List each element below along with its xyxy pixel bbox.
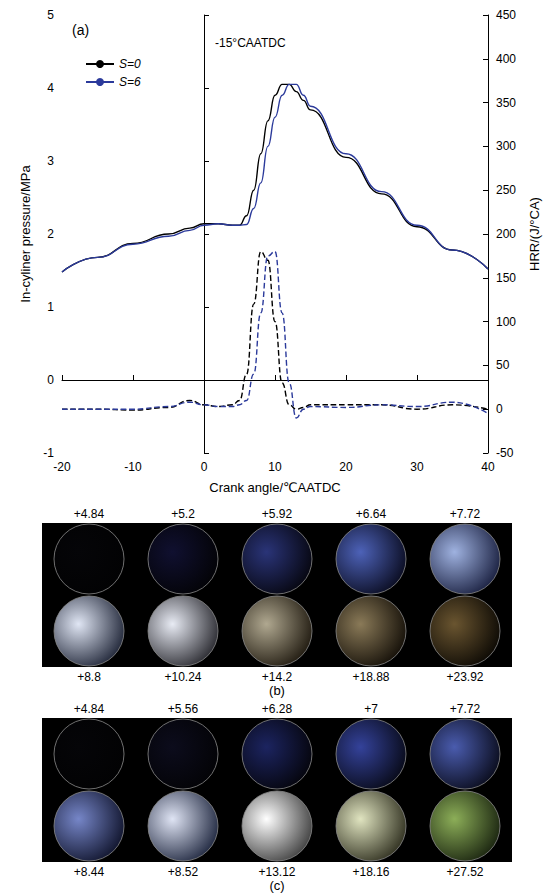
svg-text:300: 300 bbox=[496, 139, 516, 153]
svg-text:(a): (a) bbox=[72, 22, 89, 38]
svg-text:+8.52: +8.52 bbox=[168, 865, 199, 879]
svg-text:100: 100 bbox=[496, 315, 516, 329]
svg-text:+5.56: +5.56 bbox=[168, 702, 199, 716]
svg-text:200: 200 bbox=[496, 227, 516, 241]
svg-text:Crank angle/℃AATDC: Crank angle/℃AATDC bbox=[209, 480, 340, 495]
svg-text:30: 30 bbox=[410, 460, 424, 474]
svg-text:0: 0 bbox=[496, 402, 503, 416]
svg-text:+5.2: +5.2 bbox=[171, 507, 195, 521]
svg-text:+10.24: +10.24 bbox=[164, 670, 201, 684]
svg-text:50: 50 bbox=[496, 358, 510, 372]
svg-text:+23.92: +23.92 bbox=[446, 670, 483, 684]
svg-text:+18.88: +18.88 bbox=[352, 670, 389, 684]
svg-text:+7.72: +7.72 bbox=[450, 507, 481, 521]
svg-text:+8.44: +8.44 bbox=[74, 865, 105, 879]
svg-text:+4.84: +4.84 bbox=[74, 702, 105, 716]
svg-text:3: 3 bbox=[47, 154, 54, 168]
svg-text:-1: -1 bbox=[43, 446, 54, 460]
svg-text:-15°CAATDC: -15°CAATDC bbox=[215, 36, 286, 50]
svg-text:2: 2 bbox=[47, 227, 54, 241]
svg-text:+5.92: +5.92 bbox=[262, 507, 293, 521]
svg-text:S=6: S=6 bbox=[119, 75, 141, 89]
svg-text:(b): (b) bbox=[269, 683, 285, 698]
svg-text:150: 150 bbox=[496, 271, 516, 285]
svg-text:+13.12: +13.12 bbox=[258, 865, 295, 879]
svg-text:4: 4 bbox=[47, 81, 54, 95]
svg-text:HRR/(J/°CA): HRR/(J/°CA) bbox=[527, 197, 542, 271]
svg-text:+14.2: +14.2 bbox=[262, 670, 293, 684]
svg-text:350: 350 bbox=[496, 96, 516, 110]
svg-text:10: 10 bbox=[268, 460, 282, 474]
svg-text:40: 40 bbox=[481, 460, 495, 474]
svg-text:0: 0 bbox=[47, 373, 54, 387]
svg-text:-20: -20 bbox=[53, 460, 71, 474]
svg-text:+7.72: +7.72 bbox=[450, 702, 481, 716]
svg-text:450: 450 bbox=[496, 8, 516, 22]
svg-text:-50: -50 bbox=[496, 446, 514, 460]
svg-text:+8.8: +8.8 bbox=[77, 670, 101, 684]
svg-text:In-cyliner pressure/MPa: In-cyliner pressure/MPa bbox=[18, 165, 33, 303]
svg-text:S=0: S=0 bbox=[119, 57, 141, 71]
svg-text:-10: -10 bbox=[124, 460, 142, 474]
svg-text:+7: +7 bbox=[364, 702, 378, 716]
svg-text:20: 20 bbox=[339, 460, 353, 474]
svg-text:+27.52: +27.52 bbox=[446, 865, 483, 879]
svg-text:(c): (c) bbox=[269, 878, 284, 893]
svg-text:+6.28: +6.28 bbox=[262, 702, 293, 716]
svg-text:400: 400 bbox=[496, 52, 516, 66]
svg-text:1: 1 bbox=[47, 300, 54, 314]
svg-text:+18.16: +18.16 bbox=[352, 865, 389, 879]
svg-text:+4.84: +4.84 bbox=[74, 507, 105, 521]
svg-text:0: 0 bbox=[201, 460, 208, 474]
svg-text:5: 5 bbox=[47, 8, 54, 22]
svg-text:+6.64: +6.64 bbox=[356, 507, 387, 521]
svg-text:250: 250 bbox=[496, 183, 516, 197]
